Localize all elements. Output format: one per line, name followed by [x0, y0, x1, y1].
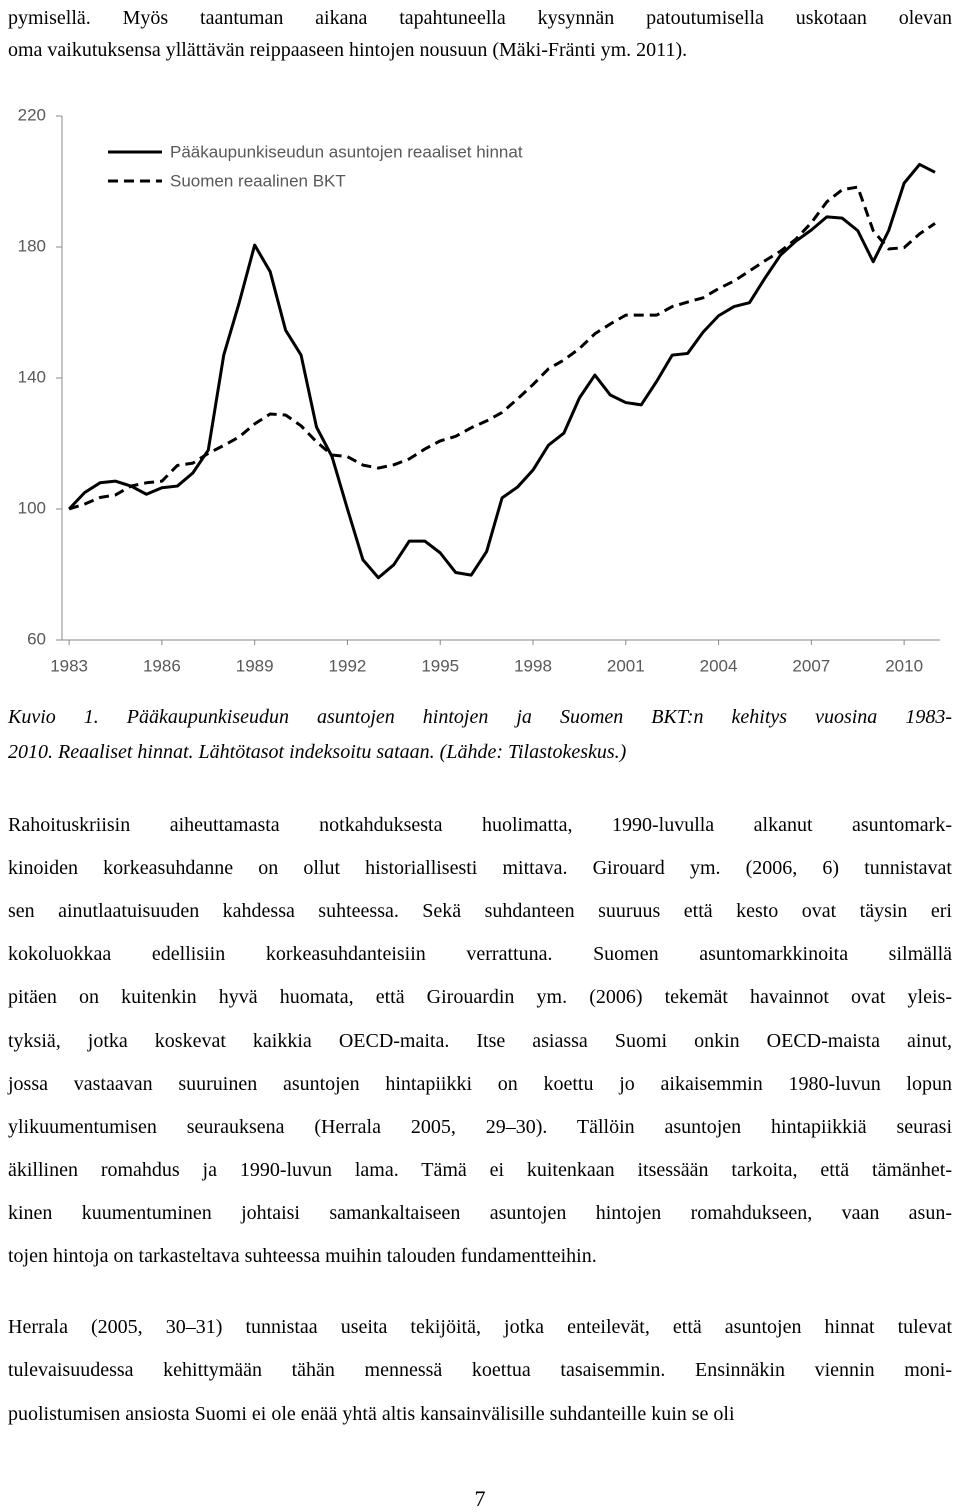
body-line: äkillinen romahdus ja 1990-luvun lama. T…	[8, 1158, 952, 1181]
body-line: tulevaisuudessa kehittymään tähän mennes…	[8, 1359, 952, 1382]
body-line: ylikuumentumisen seurauksena (Herrala 20…	[8, 1115, 952, 1138]
body-line: kinoiden korkeasuhdanne on ollut histori…	[8, 857, 952, 880]
caption-line: 2010. Reaaliset hinnat. Lähtötasot indek…	[8, 741, 627, 763]
body-line: pitäen on kuitenkin hyvä huomata, että G…	[8, 986, 952, 1009]
body-line: sen ainutlaatuisuuden kahdessa suhteessa…	[8, 900, 952, 923]
x-tick-label: 2010	[885, 656, 923, 675]
body-line: Rahoituskriisin aiheuttamasta notkahduks…	[8, 814, 952, 836]
x-tick-label: 1992	[329, 656, 367, 675]
legend-label: Suomen reaalinen BKT	[170, 171, 346, 190]
page-number: 7	[474, 1486, 486, 1511]
x-tick-label: 2007	[792, 656, 830, 675]
y-tick-label: 140	[18, 367, 46, 386]
body-line: oma vaikutuksensa yllättävän reippaaseen…	[8, 39, 688, 61]
y-tick-label: 100	[18, 498, 46, 517]
chart: 60 100 140 180 220 1983 1986 1989 1992 1995 1998 20…	[18, 105, 940, 675]
body-line: jossa vastaavan suuruinen asuntojen hint…	[8, 1072, 952, 1095]
body-line: puolistumisen ansiosta Suomi ei ole enää…	[8, 1402, 735, 1425]
x-tick-label: 2001	[607, 656, 645, 675]
x-tick-label: 1983	[50, 656, 88, 675]
series-line	[68, 185, 936, 511]
x-tick-label: 2004	[700, 656, 738, 675]
body-line: tojen hintoja on tarkasteltava suhteessa…	[8, 1245, 597, 1267]
caption-line: Kuvio 1. Pääkaupunkiseudun asuntojen hin…	[8, 706, 952, 728]
series-line	[68, 162, 936, 580]
body-line: Herrala (2005, 30–31) tunnistaa useita t…	[8, 1316, 952, 1338]
y-tick-label: 180	[18, 236, 46, 255]
legend-label: Pääkaupunkiseudun asuntojen reaaliset hi…	[170, 142, 523, 161]
x-tick-label: 1986	[143, 656, 181, 675]
body-line: tyksiä, jotka koskevat kaikkia OECD-mait…	[8, 1029, 952, 1052]
body-line: kinen kuumentuminen johtaisi samankaltai…	[8, 1201, 952, 1224]
body-line: kokoluokkaa edellisiin korkeasuhdanteisi…	[8, 943, 952, 966]
y-tick-label: 220	[18, 105, 46, 124]
x-tick-label: 1995	[421, 656, 459, 675]
x-tick-label: 1989	[236, 656, 274, 675]
body-line: pymisellä. Myös taantuman aikana tapahtu…	[8, 7, 952, 29]
x-tick-label: 1998	[514, 656, 552, 675]
y-tick-label: 60	[27, 629, 46, 648]
